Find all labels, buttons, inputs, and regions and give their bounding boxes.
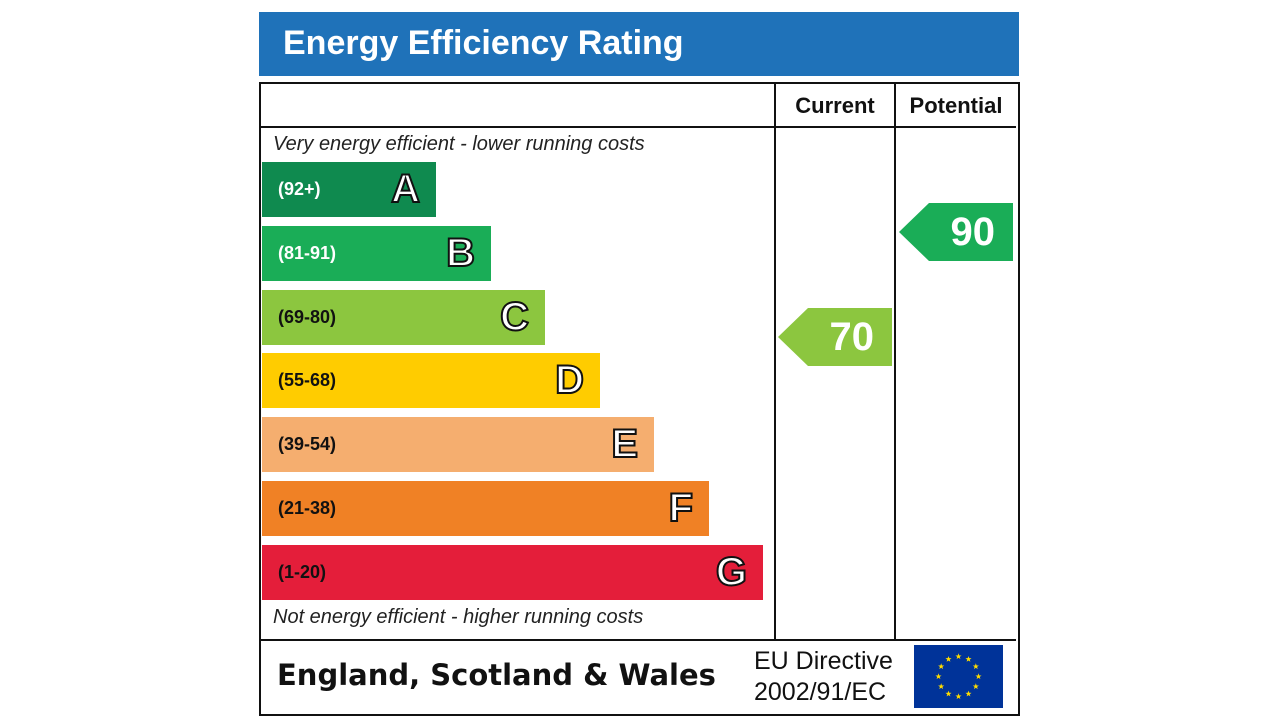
footer-divider <box>261 639 1016 641</box>
eu-star-icon <box>938 663 945 670</box>
potential-rating-value: 90 <box>950 210 996 254</box>
band-e-range: (39-54) <box>278 434 337 454</box>
band-c-letter: C <box>499 294 530 340</box>
band-c-range: (69-80) <box>278 307 337 327</box>
band-b-letter: B <box>445 230 476 276</box>
band-e: (39-54) E <box>262 417 654 472</box>
eu-star-icon <box>938 683 945 690</box>
eu-star-icon <box>965 690 972 697</box>
band-a-letter: A <box>390 166 421 212</box>
chart-title: Energy Efficiency Rating <box>283 24 684 62</box>
eu-star-icon <box>955 693 962 700</box>
potential-column-header: Potential <box>909 93 1003 118</box>
eu-star-icon <box>972 683 979 690</box>
band-g: (1-20) G <box>262 545 763 600</box>
chart-frame <box>259 82 1020 716</box>
eu-star-icon <box>972 663 979 670</box>
band-a: (92+) A <box>262 162 436 217</box>
band-f: (21-38) F <box>262 481 709 536</box>
band-c: (69-80) C <box>262 290 545 345</box>
band-d-range: (55-68) <box>278 370 337 390</box>
eu-star-icon <box>975 673 982 680</box>
band-b: (81-91) B <box>262 226 491 281</box>
band-d-letter: D <box>554 357 585 403</box>
band-f-range: (21-38) <box>278 498 337 518</box>
band-d: (55-68) D <box>262 353 600 408</box>
eu-star-icon <box>935 673 942 680</box>
band-e-letter: E <box>610 421 639 467</box>
header-divider <box>261 126 1016 128</box>
potential-column-divider <box>894 84 896 639</box>
directive-line-2: 2002/91/EC <box>754 678 887 706</box>
bottom-caption: Not energy efficient - higher running co… <box>273 606 644 628</box>
directive-line-1: EU Directive <box>754 647 893 675</box>
band-g-letter: G <box>715 549 748 595</box>
eu-star-icon <box>955 653 962 660</box>
top-caption: Very energy efficient - lower running co… <box>273 133 645 155</box>
band-b-range: (81-91) <box>278 243 337 263</box>
footer-region-label: England, Scotland & Wales <box>277 658 716 692</box>
current-column-header: Current <box>795 93 875 118</box>
eu-flag-icon <box>914 645 1003 708</box>
eu-star-icon <box>965 655 972 662</box>
band-f-letter: F <box>668 485 694 531</box>
band-a-range: (92+) <box>278 179 321 199</box>
title-bar: Energy Efficiency Rating <box>259 12 1019 76</box>
current-rating-value: 70 <box>829 315 875 359</box>
current-column-divider <box>774 84 776 639</box>
current-rating-arrow: 70 <box>778 308 892 366</box>
eu-star-icon <box>945 655 952 662</box>
band-g-range: (1-20) <box>278 562 327 582</box>
eu-star-icon <box>945 690 952 697</box>
